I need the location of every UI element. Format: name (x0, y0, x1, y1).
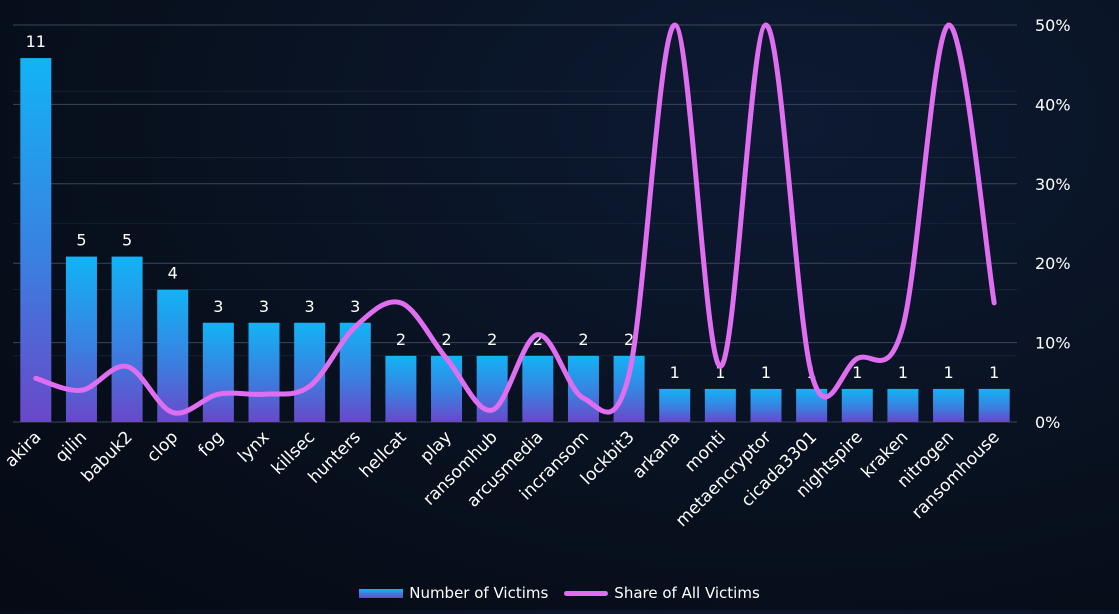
right-axis-ticks: 0% 10% 20% 30% 40% 50% (1035, 16, 1071, 432)
bar-lynx[interactable] (249, 323, 280, 422)
bar-metaencryptor[interactable] (751, 389, 782, 422)
y-tick-label: 30% (1035, 175, 1071, 194)
y-tick-label: 40% (1035, 95, 1071, 114)
x-tick-label: qilin (52, 427, 91, 466)
bar-qilin[interactable] (66, 257, 97, 422)
bar-value-label: 1 (989, 363, 999, 382)
bar-play[interactable] (431, 356, 462, 422)
bar-value-label: 3 (305, 297, 315, 316)
bar-value-label: 1 (761, 363, 771, 382)
x-tick-label: akira (1, 427, 45, 471)
bar-value-label: 1 (943, 363, 953, 382)
bar-value-label: 1 (852, 363, 862, 382)
bar-nightspire[interactable] (842, 389, 873, 422)
legend: Number of Victims Share of All Victims (0, 582, 1119, 604)
bar-babuk2[interactable] (112, 257, 143, 422)
bar-value-label: 1 (670, 363, 680, 382)
x-tick-label: play (416, 427, 456, 467)
bar-value-label: 2 (487, 330, 497, 349)
y-tick-label: 20% (1035, 254, 1071, 273)
x-tick-label: clop (143, 427, 182, 466)
legend-label-victims: Number of Victims (409, 584, 548, 602)
legend-item-share[interactable]: Share of All Victims (564, 584, 759, 602)
bar-arkana[interactable] (659, 389, 690, 422)
bar-value-label: 4 (168, 264, 178, 283)
bar-hellcat[interactable] (385, 356, 416, 422)
bar-value-label: 2 (441, 330, 451, 349)
y-tick-label: 10% (1035, 334, 1071, 353)
bar-fog[interactable] (203, 323, 234, 422)
bar-value-label: 11 (26, 32, 46, 51)
bar-ransomhouse[interactable] (979, 389, 1010, 422)
bar-value-label: 5 (122, 231, 132, 250)
x-tick-label: babuk2 (78, 427, 137, 486)
y-tick-label: 0% (1035, 413, 1060, 432)
bar-value-label: 1 (898, 363, 908, 382)
y-tick-label: 50% (1035, 16, 1071, 35)
bar-nitrogen[interactable] (933, 389, 964, 422)
x-tick-label: lynx (234, 427, 273, 466)
bar-value-label: 3 (350, 297, 360, 316)
bar-monti[interactable] (705, 389, 736, 422)
x-tick-label: hellcat (356, 427, 411, 482)
legend-label-share: Share of All Victims (614, 584, 759, 602)
bar-akira[interactable] (20, 58, 51, 422)
bar-value-label: 2 (578, 330, 588, 349)
bar-value-label: 2 (396, 330, 406, 349)
bar-value-label: 3 (259, 297, 269, 316)
x-tick-label: fog (195, 427, 228, 460)
legend-swatch-bar (359, 589, 403, 598)
legend-item-victims[interactable]: Number of Victims (359, 584, 548, 602)
x-tick-label: arkana (629, 427, 685, 483)
bar-value-label: 3 (213, 297, 223, 316)
bar-kraken[interactable] (887, 389, 918, 422)
bar-arcusmedia[interactable] (522, 356, 553, 422)
bar-value-label: 5 (76, 231, 86, 250)
legend-swatch-line (564, 591, 608, 596)
